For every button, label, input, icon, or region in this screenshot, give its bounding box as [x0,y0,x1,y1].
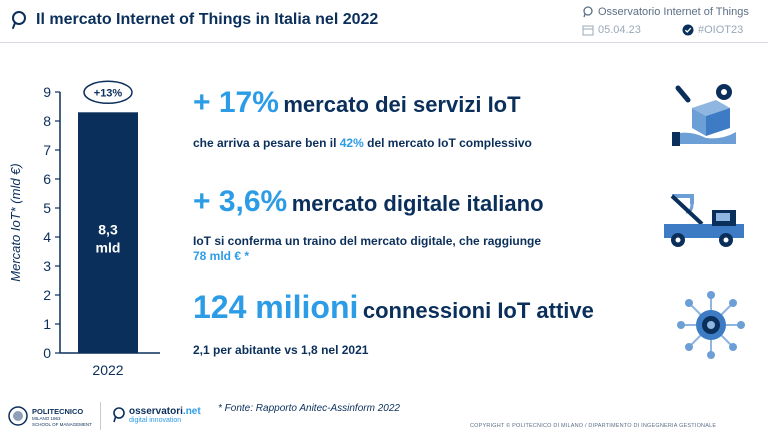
y-tick-label: 1 [43,316,51,332]
detail-text: che arriva a pesare ben il [193,136,340,150]
stat-digital-detail-value: 78 mld € * [193,249,250,263]
bar-data-unit: mld [96,240,121,256]
copyright: COPYRIGHT © POLITECNICO DI MILANO / DIPA… [470,423,717,429]
stat-connections-detail: 2,1 per abitante vs 1,8 nel 2021 [193,343,369,357]
stat-connections-value: 124 milioni [193,289,359,325]
gear-box-hand-icon [672,84,736,146]
polimi-school: SCHOOL OF MANAGEMENT [32,422,92,427]
stat-services-value: + 17% [193,86,279,119]
chart-svg: 0 1 2 3 4 5 6 7 8 9 Mercato IoT* (mld €) 8,3 mld 2022… [8,80,160,378]
observatory-logo-icon [583,6,593,18]
check-badge-icon [682,24,694,36]
y-tick-label: 4 [43,229,51,245]
polimi-seal-icon [8,406,28,426]
stat-services: + 17% mercato dei servizi IoT [193,86,521,120]
y-tick-label: 9 [43,84,51,100]
osservatori-logo: osservatori.net digital innovation [112,404,212,430]
stat-connections-label: connessioni IoT attive [362,298,594,323]
detail-text: del mercato IoT complessivo [363,136,532,150]
tow-truck-icon [664,194,744,247]
header: Il mercato Internet of Things in Italia … [0,0,768,42]
stat-services-detail: che arriva a pesare ben il 42% del merca… [193,136,532,150]
source-note: * Fonte: Rapporto Anitec-Assinform 2022 [218,403,400,414]
polimi-sub: MILANO 1863 [32,416,61,421]
page-title: Il mercato Internet of Things in Italia … [36,11,379,28]
detail-highlight: 42% [339,136,364,150]
y-tick-label: 5 [43,200,51,216]
observatory-name: Osservatorio Internet of Things [598,6,749,18]
y-tick-label: 3 [43,258,51,274]
polimi-name: POLITECNICO [32,407,84,416]
event-date: 05.04.23 [598,24,641,36]
osservatori-name: osservatori.net [129,406,201,417]
y-tick-label: 0 [43,345,51,361]
stat-digital-detail: IoT si conferma un traino del mercato di… [193,234,542,248]
stat-digital: + 3,6% mercato digitale italiano [193,185,544,219]
y-tick-label: 6 [43,171,51,187]
growth-badge [83,80,133,105]
stat-digital-value: + 3,6% [193,185,288,218]
observatory-logo-icon [12,11,26,29]
stat-digital-label: mercato digitale italiano [291,191,544,216]
footer-divider [100,402,101,430]
calendar-icon [582,25,594,36]
bar-2022 [78,112,138,353]
osservatori-text: osservatori [129,406,183,417]
y-tick-label: 8 [43,113,51,129]
header-divider [0,42,768,43]
network-node-icon [677,291,745,359]
y-tick-label: 2 [43,287,51,303]
stat-services-label: mercato dei servizi IoT [283,92,521,117]
polimi-logo: POLITECNICO MILANO 1863 SCHOOL OF MANAGE… [8,404,98,430]
growth-badge-label: +13% [94,87,123,99]
stat-connections: 124 milioni connessioni IoT attive [193,289,594,326]
x-tick-label: 2022 [92,362,123,378]
osservatori-tagline: digital innovation [129,417,182,424]
y-tick-label: 7 [43,142,51,158]
iot-market-chart: 0 1 2 3 4 5 6 7 8 9 Mercato IoT* (mld €) 8,3 mld 2022… [0,60,170,390]
event-hashtag: #OIOT23 [698,24,744,36]
osservatori-logo-icon [113,407,125,423]
y-axis-label: Mercato IoT* (mld €) [8,163,23,281]
osservatori-net: .net [182,406,201,417]
bar-data-label: 8,3 [98,222,118,238]
